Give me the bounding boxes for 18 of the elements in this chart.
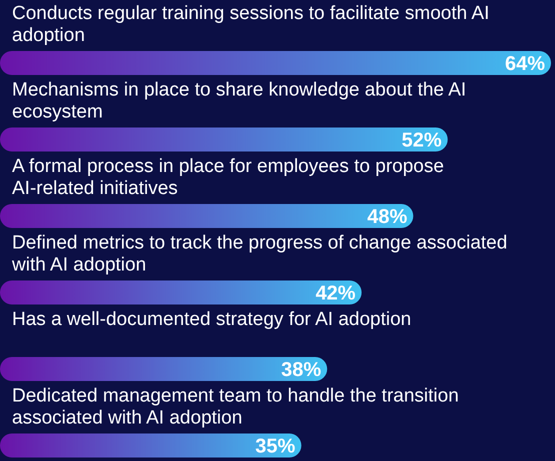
- y-tick-label: A formal process in place for employees to propose AI-related initiatives: [12, 156, 444, 199]
- data-label: 64%: [504, 53, 546, 75]
- y-tick-label: Defined metrics to track the progress of change associated with AI adoption: [11, 232, 508, 276]
- data-label: 52%: [402, 130, 442, 152]
- y-tick-label: Mechanisms in place to share knowledge about the AI ecosystem: [12, 80, 466, 122]
- bar: [0, 280, 362, 304]
- data-label: 38%: [281, 359, 322, 381]
- data-label: 35%: [255, 436, 296, 458]
- bar: [0, 51, 551, 75]
- bar: [0, 128, 448, 152]
- y-tick-label: Dedicated management team to handle the transition associated with AI adoption: [12, 386, 459, 428]
- data-label: 48%: [367, 206, 408, 228]
- bar: [0, 204, 414, 228]
- bar: [0, 434, 302, 458]
- y-tick-label: Conducts regular training sessions to facilitate smooth AI adoption: [12, 3, 490, 46]
- data-label: 42%: [316, 282, 356, 304]
- y-tick-label: Has a well-documented strategy for AI adoption: [12, 309, 412, 330]
- bar: [0, 357, 328, 381]
